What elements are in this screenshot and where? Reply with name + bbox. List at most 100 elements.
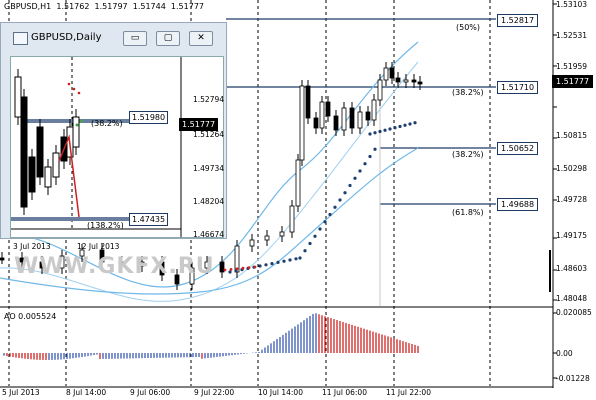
- time-tick: 11 Jul 06:00: [322, 388, 367, 397]
- zigzag-line: [58, 134, 80, 218]
- candle-body: [59, 255, 65, 269]
- daily-candle-body: [44, 166, 52, 188]
- restore-button[interactable]: ▢: [156, 31, 180, 46]
- daily-price-tick: 1.49734: [193, 164, 225, 173]
- sar-dot: [403, 123, 407, 127]
- candle-body: [341, 107, 347, 131]
- candle-body: [264, 235, 270, 241]
- daily-fib-price-box: 1.47435: [129, 213, 169, 226]
- sar-dot: [282, 259, 286, 263]
- open-value: 1.51762: [56, 2, 90, 11]
- daily-candle-body: [72, 116, 80, 148]
- ao-tick: 0.00: [556, 349, 573, 358]
- sar-dot: [298, 256, 302, 260]
- candle-body: [389, 67, 395, 79]
- sar-dot: [328, 212, 332, 217]
- candle-body: [189, 267, 195, 285]
- sar-dot: [264, 263, 268, 267]
- middle-band: [0, 61, 419, 302]
- price-tick: 1.49728: [556, 195, 588, 204]
- candle-body: [313, 117, 319, 129]
- candle-body: [325, 101, 331, 117]
- symbol-timeframe: GBPUSD,H1: [4, 2, 52, 11]
- candle-body: [174, 274, 180, 285]
- sar-dot: [229, 268, 233, 271]
- sar-dot: [313, 234, 317, 238]
- sar-dot: [348, 183, 352, 188]
- price-tick: 1.51959: [556, 62, 588, 71]
- minimize-button[interactable]: ▭: [123, 31, 147, 46]
- daily-candle-body: [28, 156, 36, 193]
- sar-dot: [368, 132, 372, 136]
- candle-body: [357, 111, 363, 129]
- candle-body: [279, 231, 285, 237]
- daily-price-tick: 1.46674: [193, 230, 225, 239]
- candle-body: [417, 81, 423, 85]
- sar-dot: [318, 227, 322, 231]
- daily-chart-window[interactable]: GBPUSD,Daily ▭ ▢ ✕ 1.52794 1.51980 (38.2…: [0, 22, 227, 251]
- candle-body: [377, 79, 383, 101]
- time-tick: 9 Jul 06:00: [130, 388, 171, 397]
- fib-price-box: 1.50652: [497, 142, 539, 155]
- sar-dot: [363, 162, 367, 166]
- price-tick: 1.48048: [556, 294, 588, 303]
- fib-pct-label: (50%): [456, 23, 481, 32]
- sar-dot: [393, 126, 397, 130]
- low-value: 1.51744: [132, 2, 166, 11]
- candle-body: [371, 99, 377, 121]
- sar-dot: [398, 124, 402, 129]
- daily-sar-dots: [67, 82, 81, 95]
- sar-dot: [323, 220, 327, 224]
- sar-dot: [258, 264, 262, 268]
- sar-dot: [235, 267, 239, 271]
- candle-body: [139, 261, 145, 267]
- candle-body: [295, 159, 301, 207]
- sar-dot: [368, 154, 372, 159]
- sar-dot: [276, 260, 280, 264]
- sar-dot: [228, 270, 232, 274]
- candle-body: [319, 101, 325, 129]
- candle-body: [403, 79, 409, 83]
- sar-dot: [338, 198, 342, 202]
- daily-current-price-box: 1.51777: [179, 118, 219, 131]
- candle-body: [204, 261, 210, 269]
- price-tick: 1.50815: [556, 131, 588, 140]
- daily-candle-body: [14, 76, 22, 118]
- sar-dot: [270, 262, 274, 266]
- sar-dot: [308, 241, 312, 246]
- time-tick: 10 Jul 14:00: [258, 388, 303, 397]
- price-tick: 1.50298: [556, 164, 588, 173]
- daily-time-tick: 3 Jul 2013: [13, 242, 51, 251]
- time-tick: 11 Jul 22:00: [386, 388, 431, 397]
- candle-body: [219, 261, 225, 273]
- candle-body: [249, 239, 255, 247]
- daily-price-tick: 1.48204: [193, 197, 225, 206]
- candle-body: [349, 107, 355, 129]
- candle-body: [411, 79, 417, 83]
- daily-chart-area[interactable]: 1.52794 1.51980 (38.2%) 1.51777 1.51264 …: [10, 56, 225, 251]
- sar-dot: [247, 266, 251, 269]
- sar-dot: [253, 265, 257, 269]
- daily-fib-pct: (138.2%): [87, 221, 124, 230]
- daily-sar-dot: [79, 119, 83, 123]
- time-tick: 8 Jul 14:00: [66, 388, 107, 397]
- price-tick: 1.52531: [556, 31, 588, 40]
- candles: [0, 62, 423, 290]
- fib-price-box: 1.51710: [497, 81, 539, 94]
- watermark: WWW.GKFX.RU: [14, 254, 215, 279]
- candle-body: [289, 205, 295, 233]
- ao-tick: 0.020085: [556, 308, 592, 317]
- daily-fib-price-box: 1.51980: [129, 111, 169, 124]
- sar-dot: [303, 249, 307, 253]
- sar-dot: [333, 205, 337, 209]
- sar-dot: [288, 258, 292, 262]
- fib-pct-label: (38.2%): [452, 150, 484, 159]
- daily-candle-body: [20, 96, 28, 208]
- candle-body: [159, 261, 165, 276]
- ao-histogram: [3, 313, 419, 360]
- ao-indicator-label: AO 0.005524: [4, 312, 57, 321]
- close-button[interactable]: ✕: [189, 31, 213, 46]
- sar-dot: [413, 121, 417, 125]
